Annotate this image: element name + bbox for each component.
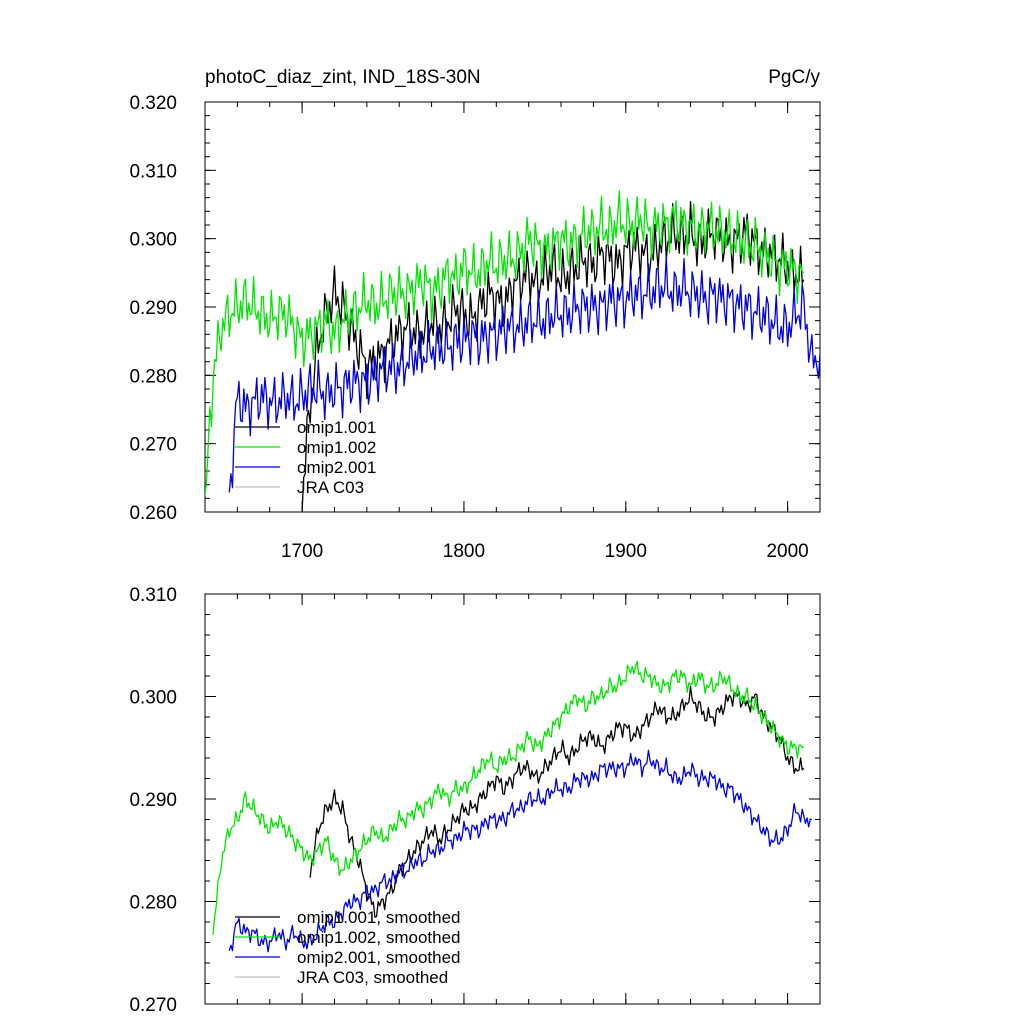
series-group <box>212 660 813 953</box>
y-tick-label: 0.310 <box>129 585 177 606</box>
x-tick-label: 1700 <box>281 541 323 562</box>
legend-label: omip1.002, smoothed <box>297 928 461 947</box>
series-line-1 <box>205 190 805 496</box>
legend-label: JRA C03 <box>297 478 364 497</box>
series-line-0 <box>301 200 805 511</box>
series-line-1 <box>212 660 805 935</box>
y-tick-label: 0.310 <box>129 161 177 182</box>
series-line-2 <box>228 749 813 953</box>
chart-title: photoC_diaz_zint, IND_18S-30N <box>205 67 481 88</box>
y-tick-label: 0.280 <box>129 893 177 914</box>
y-tick-label: 0.270 <box>129 435 177 456</box>
y-tick-label: 0.300 <box>129 688 177 709</box>
y-tick-label: 0.280 <box>129 366 177 387</box>
panel-bottom: 0.270 0.280 0.290 0.300 0.310 omip1.001, smoo… <box>129 585 821 1016</box>
legend-label: omip1.001 <box>297 418 376 437</box>
legend-label: omip1.002 <box>297 438 376 457</box>
y-tick-label: 0.260 <box>129 503 177 524</box>
legend-label: omip2.001 <box>297 458 376 477</box>
legend-label: omip2.001, smoothed <box>297 948 461 967</box>
panel-top: 1700 1800 1900 2000 0.260 0.270 0.280 0.290 0.30… <box>129 67 821 562</box>
series-line-0 <box>309 685 805 918</box>
y-tick-label: 0.270 <box>129 995 177 1016</box>
y-tick-label: 0.320 <box>129 93 177 114</box>
y-tick-label: 0.300 <box>129 230 177 251</box>
y-tick-label: 0.290 <box>129 298 177 319</box>
legend-label: omip1.001, smoothed <box>297 908 461 927</box>
units-label: PgC/y <box>768 67 820 88</box>
series-line-2 <box>228 255 820 493</box>
x-tick-label: 1900 <box>605 541 647 562</box>
x-tick-label: 2000 <box>766 541 808 562</box>
y-tick-label: 0.290 <box>129 790 177 811</box>
legend-label: JRA C03, smoothed <box>297 968 448 987</box>
series-group <box>205 190 820 511</box>
x-tick-label: 1800 <box>443 541 485 562</box>
